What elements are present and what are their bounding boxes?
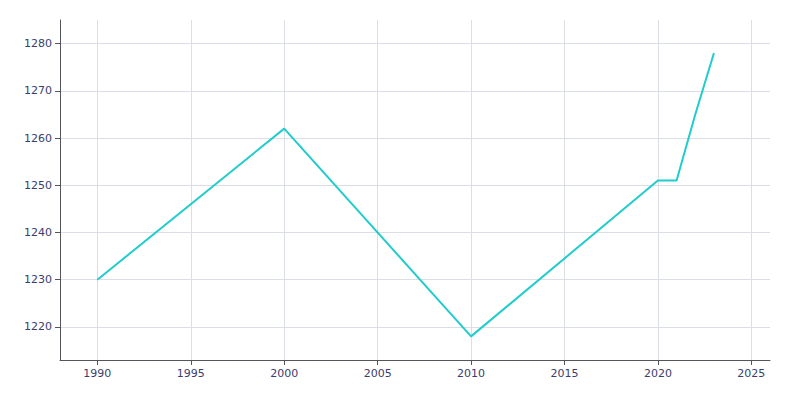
svg-text:2015: 2015 [550, 367, 578, 380]
svg-text:1250: 1250 [24, 179, 52, 192]
svg-text:2025: 2025 [737, 367, 765, 380]
svg-text:1220: 1220 [24, 320, 52, 333]
svg-text:2010: 2010 [457, 367, 485, 380]
svg-text:2020: 2020 [644, 367, 672, 380]
svg-text:1990: 1990 [83, 367, 111, 380]
svg-text:1260: 1260 [24, 132, 52, 145]
svg-text:2000: 2000 [270, 367, 298, 380]
svg-text:1995: 1995 [177, 367, 205, 380]
svg-text:1240: 1240 [24, 226, 52, 239]
svg-text:2005: 2005 [364, 367, 392, 380]
svg-text:1270: 1270 [24, 84, 52, 97]
svg-text:1230: 1230 [24, 273, 52, 286]
svg-text:1280: 1280 [24, 37, 52, 50]
